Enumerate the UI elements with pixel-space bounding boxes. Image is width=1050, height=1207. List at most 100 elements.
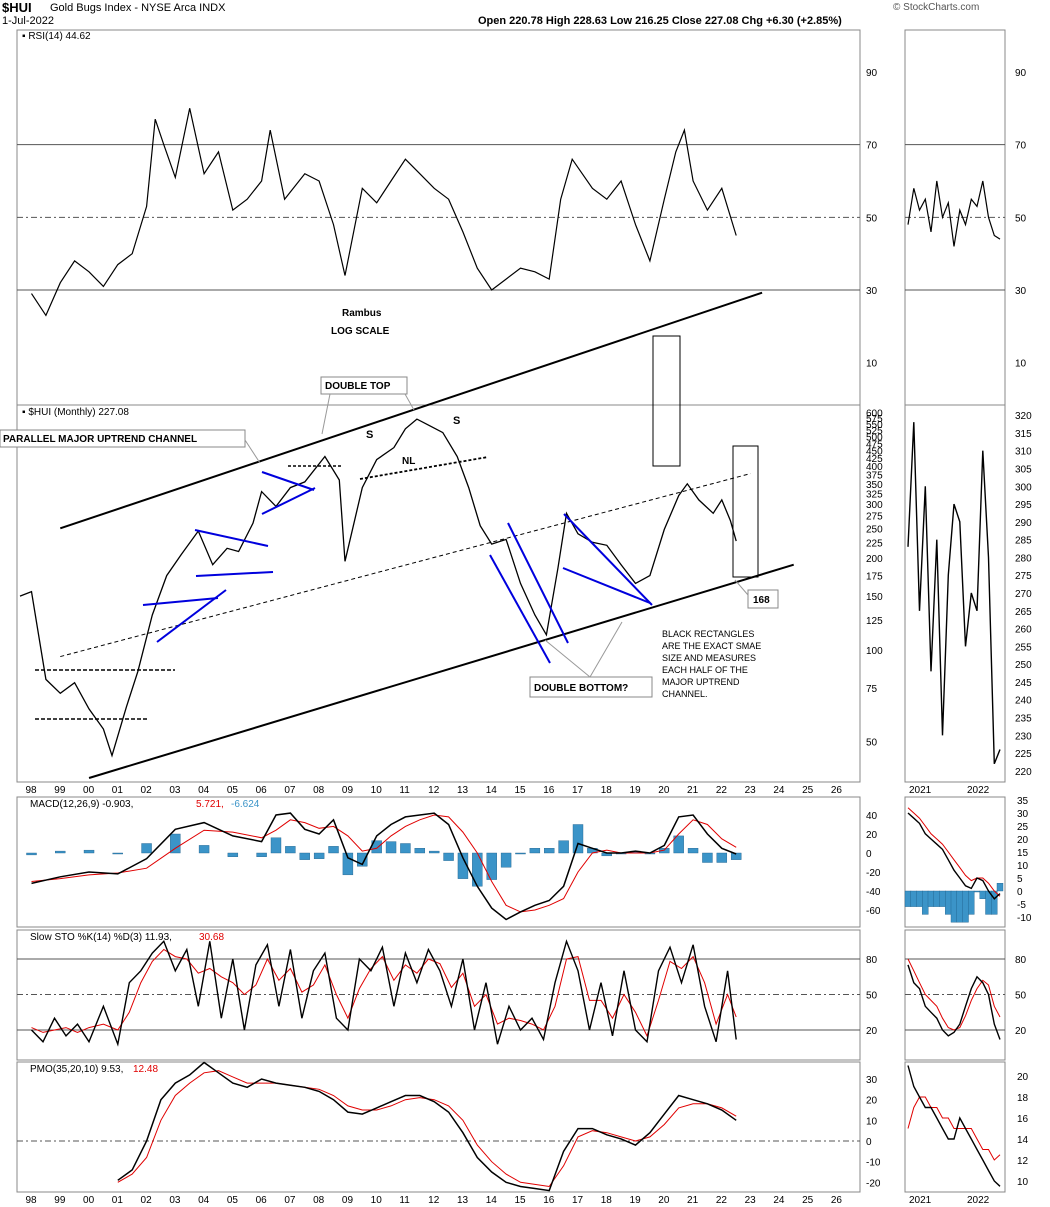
zoom-rsi-tick-label: 70 [1015,141,1027,152]
x-axis-year-label: 19 [630,1195,642,1206]
x-axis-year-label: 20 [658,785,670,796]
x-axis-year-label: 18 [601,785,613,796]
macd-histogram-bar [673,835,684,854]
x-axis-year-label: 14 [486,785,498,796]
zoom-macd-histogram-bar [968,890,975,915]
price-tick-label: 600 [866,408,883,419]
x-axis-year-label: 22 [716,1195,728,1206]
x-axis-year-label: 17 [572,785,584,796]
zoom-pmo-tick-label: 16 [1017,1114,1029,1125]
rsi-tick-label: 70 [866,141,878,152]
zoom-panel-frame [904,404,1006,783]
zoom-macd-tick-label: 20 [1017,835,1029,846]
zoom-price-tick-label: 220 [1015,767,1032,778]
zoom-rsi-tick-label: 10 [1015,359,1027,370]
zoom-price-tick-label: 230 [1015,731,1032,742]
x-axis-year-label: 03 [169,785,181,796]
x-axis-year-label: 23 [745,1195,757,1206]
zoom-x-label: 2021 [909,1195,932,1206]
x-axis-year-label: 17 [572,1195,584,1206]
x-axis-year-label: 10 [371,1195,383,1206]
measure-rectangle [732,445,759,578]
annotation-rectangles-note: CHANNEL. [662,689,708,699]
zoom-macd-histogram-bar [939,890,946,907]
chart-date: 1-Jul-2022 [2,15,54,27]
zoom-sto-tick-label: 80 [1015,955,1027,966]
x-axis-year-label: 03 [169,1195,181,1206]
x-axis-year-label: 16 [543,1195,555,1206]
zoom-price-line [907,422,1001,765]
zoom-macd-tick-label: 35 [1017,796,1029,807]
x-axis-year-label: 98 [26,785,38,796]
x-axis-year-label: 11 [399,1195,410,1206]
macd-histogram-bar [256,852,267,857]
macd-histogram-bar [198,845,210,854]
zoom-price-tick-label: 280 [1015,553,1032,564]
rsi-legend: ▪ RSI(14) 44.62 [22,31,91,42]
price-tick-label: 150 [866,592,883,603]
zoom-macd-line [907,812,1001,900]
zoom-macd-histogram-bar [996,883,1004,892]
x-axis-year-label: 02 [141,1195,153,1206]
zoom-price-tick-label: 250 [1015,660,1032,671]
stockcharts-watermark: © StockCharts.com [893,2,980,13]
blue-trendline [261,471,315,491]
x-axis-year-label: 14 [486,1195,498,1206]
zoom-panel-frame [904,1061,1006,1193]
sto-tick-label: 20 [866,1026,878,1037]
zoom-macd-histogram-bar [933,890,940,907]
pmo-tick-label: 20 [866,1096,878,1107]
pmo-line [117,1061,737,1192]
blue-trendline [563,513,653,606]
zoom-price-tick-label: 275 [1015,571,1032,582]
zoom-sto-tick-label: 50 [1015,991,1027,1002]
macd-histogram-bar [299,852,310,860]
zoom-price-tick-label: 260 [1015,625,1032,636]
macd-histogram-bar [270,837,282,854]
price-tick-label: 350 [866,480,883,491]
zoom-rsi-tick-label: 90 [1015,68,1027,79]
x-axis-year-label: 25 [802,1195,814,1206]
macd-histogram-bar [500,852,512,868]
pmo-tick-label: 0 [866,1137,872,1148]
annotation-pointer [544,639,591,678]
x-axis-year-label: 24 [773,785,785,796]
x-axis-year-label: 20 [658,1195,670,1206]
zoom-macd-tick-label: 0 [1017,887,1023,898]
pmo-tick-label: -10 [866,1158,881,1169]
symbol-label: $HUI [2,0,32,15]
pmo-signal-line [117,1070,737,1188]
price-tick-label: 550 [866,420,883,431]
macd-histogram-bar [443,852,454,861]
macd-histogram-bar [428,850,440,854]
zoom-price-tick-label: 315 [1015,429,1032,440]
x-axis-year-label: 19 [630,785,642,796]
price-tick-label: 400 [866,462,883,473]
macd-histogram-bar [457,852,469,879]
x-axis-year-label: 07 [284,785,296,796]
quote-summary: Open 220.78 High 228.63 Low 216.25 Close… [478,15,842,27]
sto-tick-label: 50 [866,991,878,1002]
blue-trendline [194,529,269,547]
pmo-tick-label: -20 [866,1178,881,1189]
sto-legend: Slow STO %K(14) %D(3) 11.93, [30,932,172,943]
annotation-shoulder: S [453,415,460,427]
blue-trendline [261,487,316,515]
pmo-signal-legend: 12.48 [133,1064,158,1075]
zoom-price-tick-label: 255 [1015,642,1032,653]
price-tick-label: 500 [866,433,883,444]
macd-histogram-bar [544,848,555,854]
measure-rectangle [652,335,681,467]
channel-lower-line [88,563,795,779]
price-tick-label: 225 [866,538,883,549]
macd-tick-label: -40 [866,887,881,898]
macd-histogram-bar [529,848,541,854]
x-axis-year-label: 12 [428,785,440,796]
macd-histogram-bar [227,852,239,857]
zoom-x-label: 2022 [967,785,990,796]
price-tick-label: 275 [866,512,883,523]
zoom-price-tick-label: 245 [1015,678,1032,689]
macd-legend: MACD(12,26,9) -0.903, [30,799,133,810]
zoom-sto-d-line [907,958,1001,1031]
